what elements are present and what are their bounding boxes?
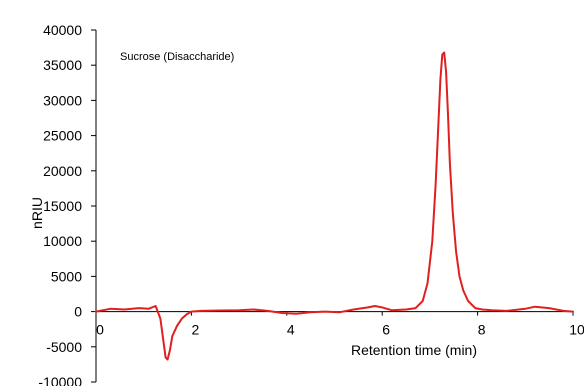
y-axis: -10000 -5000 0 5000 10000 15000 20000 25000 3000… [38,22,97,390]
y-tick-label: 20000 [43,163,82,179]
y-tick-label: 5000 [51,268,82,284]
series-group [95,51,574,361]
x-tick-label: 10 [569,322,584,338]
y-tick-label: 25000 [43,128,82,144]
x-tick-label: 6 [382,322,390,338]
y-tick-label: -10000 [38,374,82,386]
y-tick-label: 0 [74,304,82,320]
y-tick-label: 10000 [43,233,82,249]
peak-annotation: Sucrose (Disaccharide) [120,51,234,63]
y-axis-title: nRIU [29,197,45,229]
y-tick-label: 35000 [43,57,82,73]
series-line [95,51,574,361]
x-tick-label: 4 [287,322,295,338]
y-tick-label: 40000 [43,22,82,38]
y-tick-label: 30000 [43,92,82,108]
x-axis-title: Retention time (min) [351,342,477,358]
y-tick-label: 15000 [43,198,82,214]
x-tick-label: 0 [96,322,104,338]
x-tick-label: 8 [478,322,486,338]
x-axis: 0 2 4 6 8 10 [95,311,584,338]
x-tick-label: 2 [192,322,200,338]
y-tick-label: -5000 [46,339,82,355]
